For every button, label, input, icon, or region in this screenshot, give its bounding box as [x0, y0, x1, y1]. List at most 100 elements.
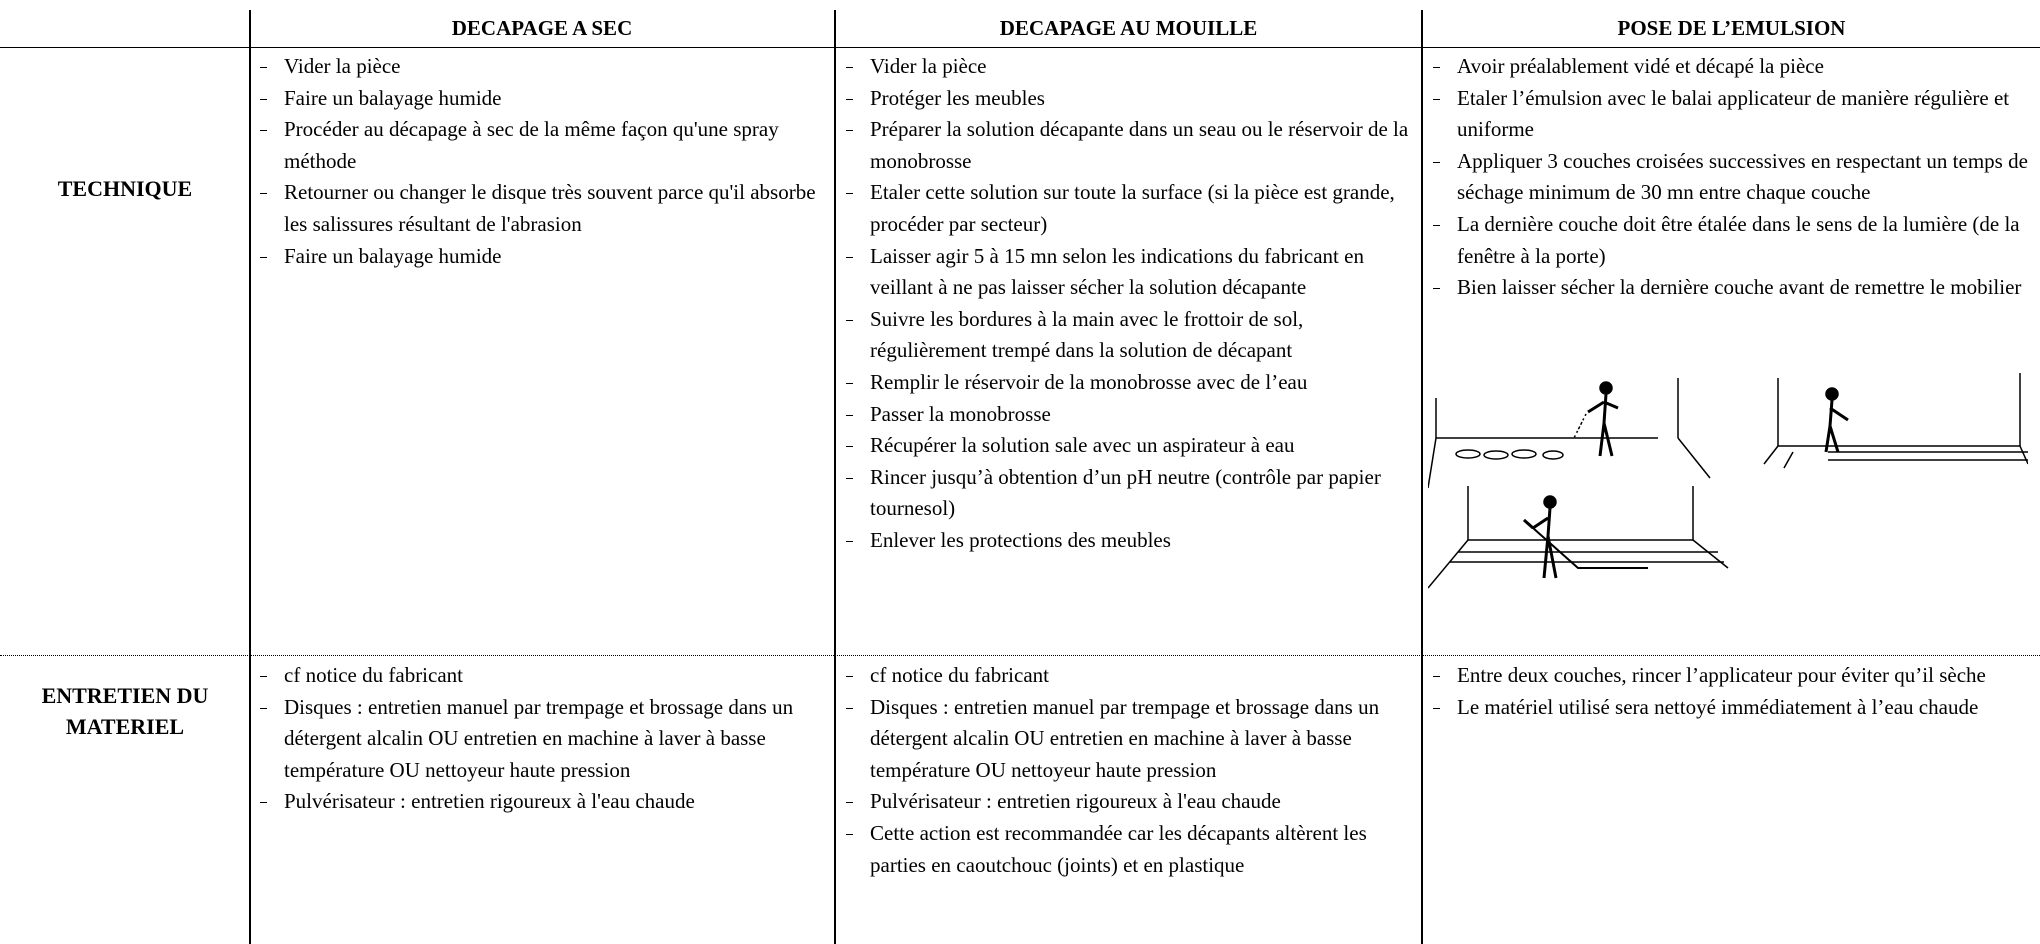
- list-item: Pulvérisateur : entretien rigoureux à l'…: [836, 786, 1415, 818]
- bullet-dash: [260, 256, 267, 258]
- bullet-dash: [846, 540, 853, 542]
- bullet-dash: [260, 707, 267, 709]
- item-text: Remplir le réservoir de la monobrosse av…: [870, 369, 1308, 394]
- column-header: DECAPAGE AU MOUILLE: [999, 16, 1258, 40]
- list-item: Disques : entretien manuel par trempage …: [250, 692, 828, 787]
- column-rule: [249, 10, 251, 944]
- bullet-dash: [846, 414, 853, 416]
- cell: Vider la pièce Faire un balayage humide Pr…: [250, 51, 834, 272]
- bullet-dash: [1433, 161, 1440, 163]
- list-item: Protéger les meubles: [836, 83, 1415, 115]
- row-rule: [0, 655, 2040, 656]
- item-text: Retourner ou changer le disque très souv…: [284, 180, 816, 236]
- bullet-dash: [1433, 707, 1440, 709]
- bullet-dash: [260, 67, 267, 68]
- list-item: Cette action est recommandée car les déc…: [836, 818, 1415, 881]
- bullet-dash: [260, 98, 267, 100]
- list-item: Le matériel utilisé sera nettoyé immédia…: [1423, 692, 2034, 724]
- bullet-dash: [846, 446, 853, 448]
- list-item: Faire un balayage humide: [250, 83, 828, 115]
- item-text: Etaler cette solution sur toute la surfa…: [870, 180, 1395, 236]
- bullet-dash: [846, 477, 853, 479]
- item-text: Appliquer 3 couches croisées successives…: [1457, 148, 2028, 205]
- column-header: POSE DE L’EMULSION: [1617, 16, 1846, 40]
- item-text: Faire un balayage humide: [284, 85, 502, 110]
- item-text: Récupérer la solution sale avec un aspir…: [870, 433, 1295, 458]
- bullet-dash: [846, 256, 853, 258]
- room-sketch-2: [1763, 373, 2028, 469]
- item-text: Suivre les bordures à la main avec le fr…: [870, 306, 1304, 363]
- item-text: cf notice du fabricant: [284, 663, 463, 687]
- item-text: Enlever les protections des meubles: [870, 527, 1171, 552]
- bullet-dash: [846, 833, 853, 835]
- list-item: La dernière couche doit être étalée dans…: [1423, 209, 2034, 272]
- illustration: [1428, 373, 2028, 589]
- item-text: Préparer la solution décapante dans un s…: [870, 117, 1409, 173]
- bullet-dash: [846, 319, 853, 321]
- item-text: Avoir préalablement vidé et décapé la pi…: [1457, 54, 1824, 78]
- item-text: Procéder au décapage à sec de la même fa…: [284, 117, 779, 173]
- bullet-dash: [846, 676, 853, 677]
- bullet-dash: [846, 193, 853, 195]
- list-item: Remplir le réservoir de la monobrosse av…: [836, 367, 1415, 399]
- item-text: Vider la pièce: [870, 54, 987, 78]
- list-item: Etaler l’émulsion avec le balai applicat…: [1423, 83, 2034, 146]
- bullet-dash: [1433, 67, 1440, 68]
- room-sketch-1: [1428, 378, 1711, 489]
- list-item: Suivre les bordures à la main avec le fr…: [836, 304, 1415, 367]
- item-text: Rincer jusqu’à obtention d’un pH neutre …: [870, 464, 1381, 521]
- list-item: Faire un balayage humide: [250, 241, 828, 273]
- cell: cf notice du fabricant Disques : entretie…: [250, 660, 834, 818]
- item-text: Disques : entretien manuel par trempage …: [870, 694, 1380, 782]
- item-text: Pulvérisateur : entretien rigoureux à l'…: [284, 789, 695, 814]
- list-item: cf notice du fabricant: [836, 660, 1415, 692]
- header-rule: [0, 47, 2040, 48]
- item-text: La dernière couche doit être étalée dans…: [1457, 211, 2020, 268]
- bullet-dash: [260, 130, 267, 132]
- bullet-dash: [846, 382, 853, 384]
- bullet-dash: [1433, 224, 1440, 226]
- list-item: Enlever les protections des meubles: [836, 525, 1415, 557]
- list-item: Vider la pièce: [836, 51, 1415, 83]
- item-text: Cette action est recommandée car les déc…: [870, 820, 1367, 877]
- column-rule: [1421, 10, 1423, 944]
- list-item: Entre deux couches, rincer l’applicateur…: [1423, 660, 2034, 692]
- list-item: Etaler cette solution sur toute la surfa…: [836, 177, 1415, 240]
- bullet-dash: [1433, 288, 1440, 290]
- bullet-dash: [260, 802, 267, 804]
- cell: Entre deux couches, rincer l’applicateur…: [1423, 660, 2040, 723]
- bullet-dash: [846, 802, 853, 804]
- bullet-dash: [260, 676, 267, 677]
- cell: Vider la pièce Protéger les meubles Prépar…: [836, 51, 1421, 557]
- column-header: DECAPAGE A SEC: [451, 16, 633, 40]
- item-text: Entre deux couches, rincer l’applicateur…: [1457, 663, 1986, 687]
- column-rule: [834, 10, 836, 944]
- list-item: Bien laisser sécher la dernière couche a…: [1423, 272, 2034, 304]
- list-item: Passer la monobrosse: [836, 399, 1415, 431]
- list-item: Avoir préalablement vidé et décapé la pi…: [1423, 51, 2034, 83]
- item-text: Disques : entretien manuel par trempage …: [284, 694, 794, 782]
- list-item: Procéder au décapage à sec de la même fa…: [250, 114, 828, 177]
- list-item: Appliquer 3 couches croisées successives…: [1423, 146, 2034, 209]
- list-item: Rincer jusqu’à obtention d’un pH neutre …: [836, 462, 1415, 525]
- item-text: Bien laisser sécher la dernière couche a…: [1457, 275, 2022, 300]
- item-text: Protéger les meubles: [870, 85, 1045, 110]
- row-label: ENTRETIEN DU MATERIEL: [41, 683, 209, 739]
- list-item: cf notice du fabricant: [250, 660, 828, 692]
- bullet-dash: [846, 98, 853, 100]
- item-text: Etaler l’émulsion avec le balai applicat…: [1457, 85, 2010, 142]
- list-item: Retourner ou changer le disque très souv…: [250, 177, 828, 240]
- cell: Avoir préalablement vidé et décapé la pi…: [1423, 51, 2040, 304]
- item-text: Passer la monobrosse: [870, 401, 1051, 426]
- item-text: Vider la pièce: [284, 54, 401, 78]
- list-item: Disques : entretien manuel par trempage …: [836, 692, 1415, 787]
- cell: cf notice du fabricant Disques : entretie…: [836, 660, 1421, 881]
- bullet-dash: [1433, 676, 1440, 677]
- list-item: Préparer la solution décapante dans un s…: [836, 114, 1415, 177]
- list-item: Pulvérisateur : entretien rigoureux à l'…: [250, 786, 828, 818]
- row-label: TECHNIQUE: [57, 175, 193, 201]
- bullet-dash: [260, 193, 267, 195]
- item-text: Faire un balayage humide: [284, 243, 502, 268]
- bullet-dash: [1433, 98, 1440, 100]
